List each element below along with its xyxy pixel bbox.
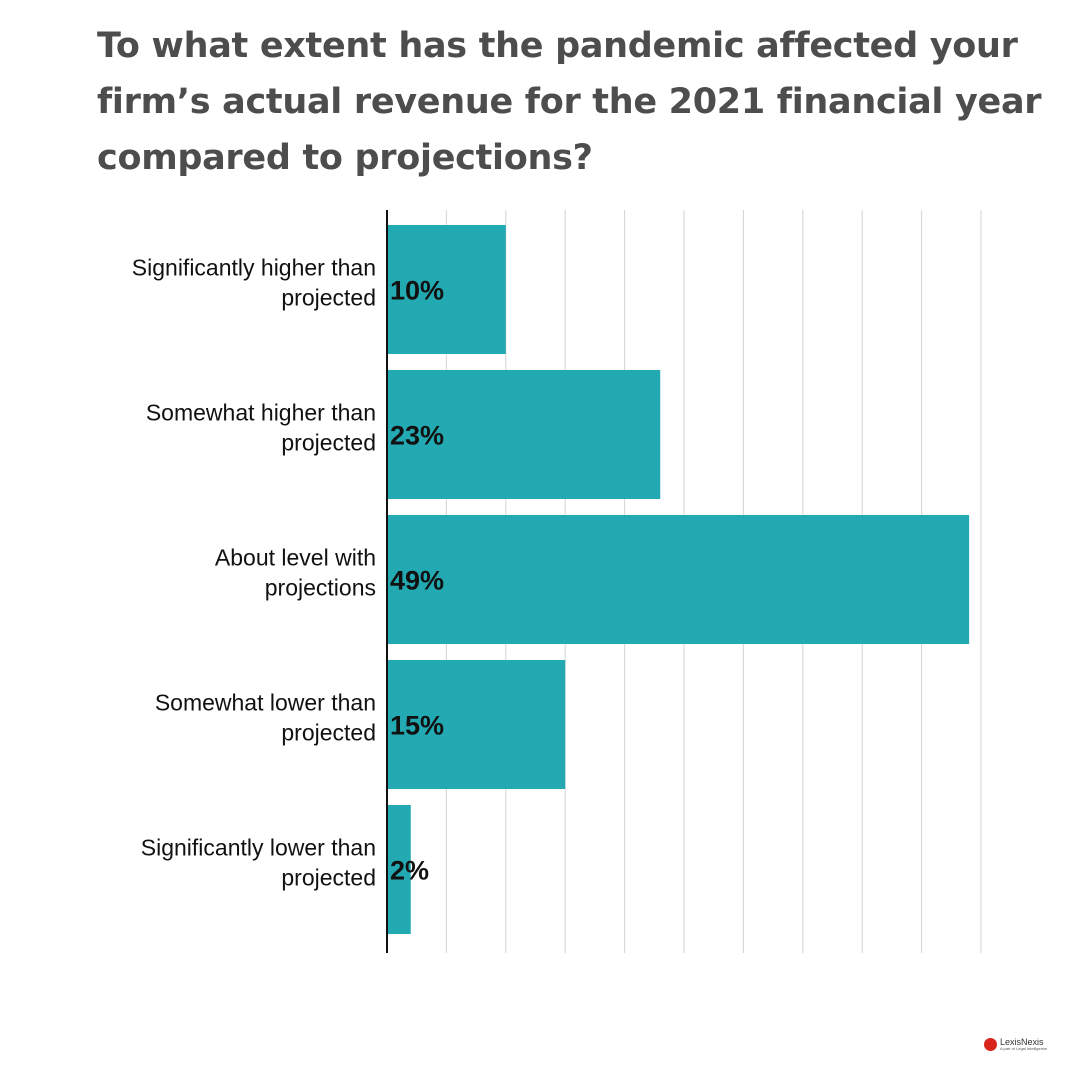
bar-value-label: 23% (390, 421, 444, 451)
lexisnexis-logo-icon (984, 1038, 997, 1051)
category-label: Somewhat higher than (146, 400, 376, 426)
bar (387, 660, 566, 789)
category-label: projected (281, 430, 376, 456)
lexisnexis-logo: LexisNexis A part of Legal Intelligence (984, 1038, 1047, 1051)
category-label: Somewhat lower than (155, 690, 376, 716)
category-label: projected (281, 865, 376, 891)
bar (387, 515, 970, 644)
bar (387, 225, 506, 354)
bar (387, 805, 411, 934)
chart-title: To what extent has the pandemic affected… (97, 26, 1042, 178)
bar (387, 370, 661, 499)
logo-name: LexisNexis (1000, 1037, 1044, 1047)
logo-tagline: A part of Legal Intelligence (1000, 1046, 1048, 1051)
category-label: Significantly lower than (141, 835, 376, 861)
category-label: projected (281, 720, 376, 746)
category-label: About level with (215, 545, 376, 571)
bar-value-label: 49% (390, 566, 444, 596)
category-label: projections (265, 575, 376, 601)
bar-value-label: 2% (390, 856, 429, 886)
bar-value-label: 15% (390, 711, 444, 741)
category-label: Significantly higher than (132, 255, 376, 281)
bar-value-label: 10% (390, 276, 444, 306)
category-label: projected (281, 285, 376, 311)
